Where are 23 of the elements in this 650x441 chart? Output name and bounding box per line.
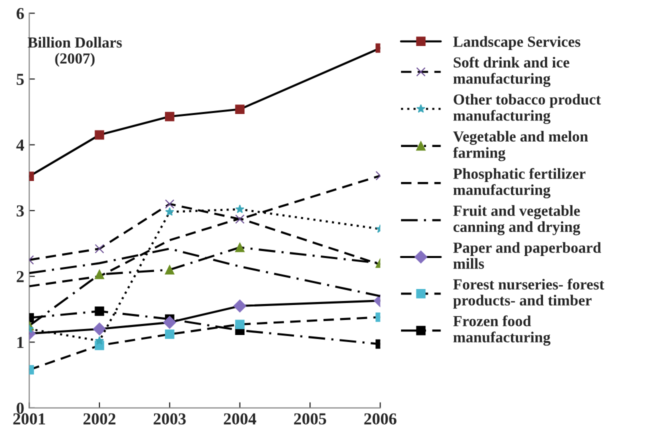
- y-tick-label: 0: [16, 402, 24, 414]
- x-tick-label: 2002: [83, 413, 116, 425]
- y-tick-label: 2: [16, 271, 24, 282]
- x-tick-label: 2005: [294, 413, 326, 425]
- annotation: Billion Dollars (2007): [28, 36, 122, 67]
- x-tick-label: 2006: [364, 413, 396, 425]
- legend-label: Soft drink and ice manufacturing: [453, 56, 570, 87]
- x-tick-label: 2003: [154, 413, 186, 425]
- y-tick-label: 4: [16, 140, 24, 151]
- legend-label: Paper and paperboard mills: [453, 242, 602, 269]
- legend-label: Fruit and vegetable canning and drying: [453, 205, 580, 236]
- legend-label: Phosphatic fertilizer manufacturing: [453, 168, 586, 198]
- y-tick-label: 5: [16, 74, 24, 85]
- legend-label: Vegetable and melon farming: [453, 130, 588, 162]
- legend-label: Other tobacco product manufacturing: [453, 94, 601, 124]
- x-tick-label: 2004: [224, 413, 256, 425]
- y-tick-label: 6: [16, 8, 24, 20]
- y-tick-label: 3: [16, 205, 24, 217]
- x-tick-label: 2001: [13, 413, 46, 425]
- legend-label: Frozen food manufacturing: [453, 315, 550, 346]
- legend-label: Forest nurseries- forest products- and timber: [453, 278, 604, 309]
- legend-label: Landscape Services: [453, 36, 580, 50]
- y-tick-label: 1: [17, 336, 24, 348]
